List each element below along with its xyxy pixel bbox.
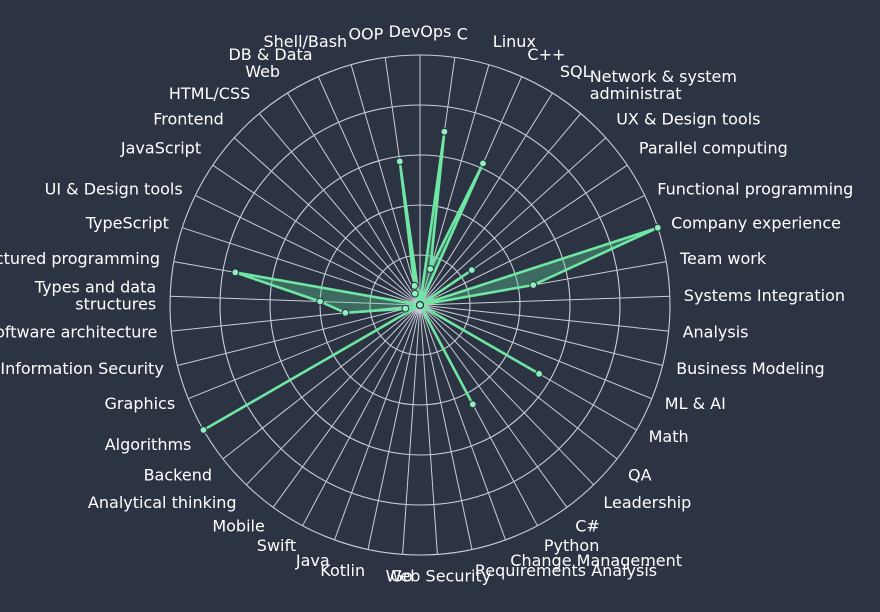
grid-spoke (212, 164, 421, 306)
axis-label: Change Management (510, 551, 682, 570)
data-point (231, 268, 240, 277)
axis-label: OOP (348, 25, 383, 44)
grid-spoke (419, 295, 670, 306)
axis-label: Mobile (212, 517, 264, 536)
axis-label: Web Security (386, 566, 492, 585)
grid-spoke (419, 304, 506, 541)
data-point (467, 266, 476, 275)
series-area (202, 130, 660, 432)
axis-label: Frontend (153, 109, 224, 128)
data-point (440, 127, 449, 136)
grid-spoke (245, 304, 421, 486)
axis-label: UX & Design tools (616, 109, 760, 128)
data-point (199, 426, 208, 434)
axis-label: Python (544, 536, 599, 555)
axis-label: DB & Data (228, 45, 312, 64)
axis-label: SQL (560, 62, 592, 81)
axis-label: Backend (144, 466, 212, 485)
axis-label: ML & AI (665, 394, 726, 413)
grid-spoke (419, 304, 568, 508)
axis-label: TypeScript (85, 213, 169, 232)
data-point (653, 223, 662, 232)
axis-label: Algorithms (105, 435, 192, 454)
grid-spoke (402, 304, 421, 555)
grid-spoke (419, 304, 652, 400)
axis-label: Structured programming (0, 249, 160, 268)
axis-label: Java (295, 551, 330, 570)
data-point (341, 308, 350, 317)
axis-label: Shell/Bash (264, 32, 348, 51)
axis-label: QA (628, 466, 652, 485)
data-point (468, 400, 477, 409)
data-point (410, 281, 419, 290)
data-point (426, 265, 435, 273)
axis-label: HTML/CSS (169, 84, 250, 103)
grid-spoke (419, 304, 473, 550)
axis-label: Web (245, 62, 280, 81)
axis-label: Team work (679, 249, 767, 268)
axis-label: Systems Integration (684, 286, 845, 305)
grid-spoke (317, 76, 421, 306)
grid-spoke (272, 304, 421, 508)
grid-spoke (350, 64, 421, 306)
data-point (535, 369, 543, 378)
axis-label: Graphics (105, 394, 176, 413)
axis-label: C++ (527, 45, 565, 64)
data-point (479, 159, 487, 168)
grid-spoke (419, 194, 645, 306)
grid-spoke (419, 304, 663, 366)
grid-spoke (419, 92, 553, 306)
data-point (395, 157, 404, 166)
axis-label: DevOps (389, 22, 452, 41)
axis-label: Analytical thinking (88, 493, 237, 512)
grid-spoke (287, 92, 421, 306)
data-point (411, 289, 419, 298)
axis-label: C# (575, 517, 600, 536)
data-point (401, 304, 410, 313)
axis-label: Kotlin (320, 561, 365, 580)
data-point (316, 297, 325, 306)
grid-spoke (419, 304, 595, 486)
grid-spoke (222, 304, 421, 460)
grid-spoke (419, 304, 669, 332)
grid-spoke (233, 137, 421, 306)
grid-spoke (419, 304, 618, 460)
axis-label: Analysis (683, 323, 749, 342)
axis-label: Types and data structures (34, 277, 156, 313)
data-point (529, 281, 538, 289)
axis-label: Requirements Analysis (475, 561, 657, 580)
grid-spoke (258, 113, 421, 306)
axis-label: Math (649, 427, 689, 446)
axis-label: Swift (257, 536, 296, 555)
data-point (416, 301, 424, 309)
axis-label: Information Security (0, 359, 163, 378)
axis-label: Network & system administrat (590, 67, 737, 103)
grid-spoke (367, 304, 421, 550)
axis-label: C (457, 25, 468, 44)
axis-label: Company experience (671, 213, 841, 232)
axis-label: Linux (493, 32, 536, 51)
grid-spoke (177, 304, 421, 366)
axis-label: Leadership (603, 493, 691, 512)
grid-spoke (334, 304, 421, 541)
axis-label: Go (391, 566, 413, 585)
radar-series (199, 127, 662, 434)
grid-spoke (195, 194, 421, 306)
grid-spoke (170, 295, 421, 306)
grid-spoke (302, 304, 421, 526)
axis-label: Functional programming (657, 179, 853, 198)
grid-spoke (419, 137, 607, 306)
grid-spoke (188, 304, 421, 400)
grid-spoke (182, 227, 421, 306)
axis-label: Business Modeling (676, 359, 824, 378)
axis-label: UI & Design tools (45, 179, 183, 198)
axis-label: JavaScript (120, 138, 201, 157)
axis-label: Software architecture (0, 323, 157, 342)
grid-spoke (419, 113, 582, 306)
axis-label: Parallel computing (639, 138, 788, 157)
grid-spoke (419, 304, 438, 555)
